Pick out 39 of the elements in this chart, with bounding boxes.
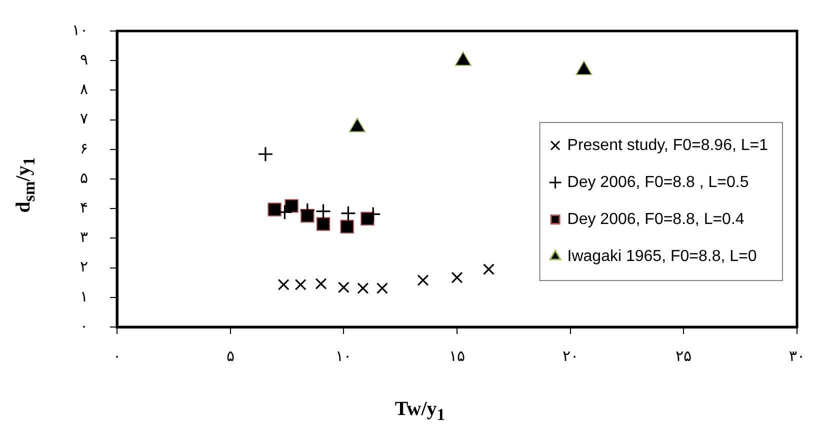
x-tick-label: ۵: [226, 348, 234, 365]
y-tick-label: ۲: [80, 260, 88, 276]
point: [258, 146, 274, 162]
point: [338, 282, 350, 294]
legend-label: Present study, F0=8.96, L=1: [567, 136, 768, 154]
x-tick-label: ۲۰: [562, 348, 578, 365]
x-tick-label: ۳۰: [789, 348, 805, 365]
point: [357, 282, 369, 294]
y-tick-label: ۵: [80, 170, 88, 187]
y-tick-label: ۱۰: [72, 22, 88, 39]
x-tick-label: ۱۰: [336, 348, 352, 365]
legend-label: Dey 2006, F0=8.8 , L=0.5: [567, 174, 749, 191]
point: [268, 202, 282, 216]
point: [340, 220, 354, 234]
point: [315, 203, 332, 220]
legend-label: Iwagaki 1965, F0=8.8, L=0: [567, 248, 757, 265]
point: [294, 278, 306, 290]
y-tick-label: ۳: [80, 230, 88, 246]
y-tick-label: ۶: [80, 141, 88, 158]
point: [482, 264, 494, 276]
point: [417, 274, 429, 286]
x-axis-title: Tw/y$_{1}$: [394, 398, 446, 425]
y-tick-label: ۹: [80, 52, 88, 69]
point: [284, 199, 298, 213]
y-tick-label: ۱: [80, 289, 88, 306]
y-tick-label: ۸: [80, 82, 88, 98]
x-tick-label: ۱۵: [449, 348, 465, 365]
point: [278, 278, 290, 290]
y-tick-label: ۰: [80, 318, 88, 335]
x-tick-label: ۰: [113, 348, 121, 365]
point: [340, 206, 356, 222]
point: [451, 272, 463, 284]
legend-label: Dey 2006, F0=8.8, L=0.4: [567, 210, 744, 228]
point: [376, 282, 388, 294]
point: [315, 278, 327, 290]
point: [316, 217, 330, 231]
y-tick-label: ۴: [80, 200, 88, 217]
x-tick-label: ۲۵: [676, 348, 692, 365]
y-tick-label: ۷: [80, 112, 88, 128]
